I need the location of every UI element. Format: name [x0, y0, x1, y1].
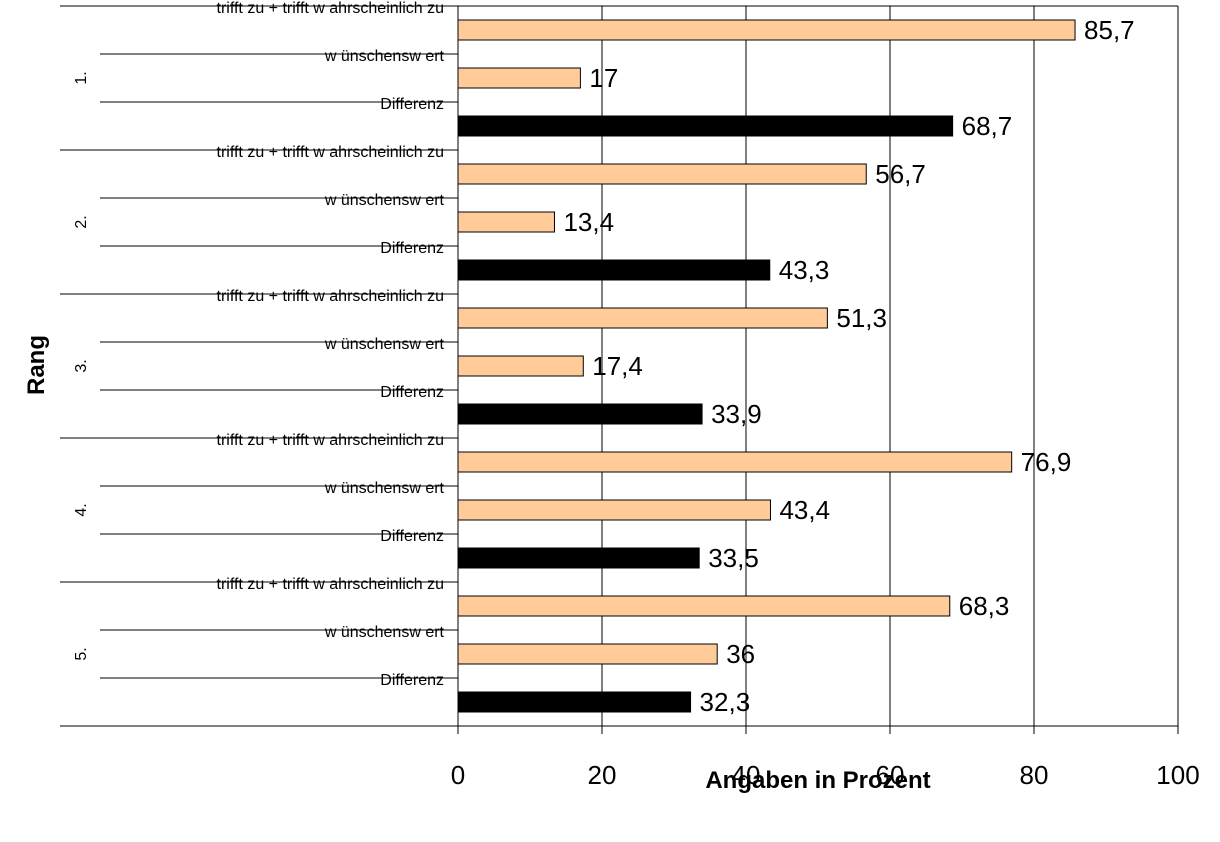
data-label: 17,4	[592, 351, 643, 381]
bar-trifft	[457, 307, 828, 329]
data-label: 33,5	[708, 543, 759, 573]
category-label: Differenz	[380, 672, 444, 689]
bar-differenz	[457, 691, 692, 713]
bar-differenz	[457, 259, 771, 281]
bar-wuenschenswert	[457, 67, 581, 89]
x-axis-title: Angaben in Prozent	[705, 767, 930, 794]
labels-layer: 0 20 40 60 80 100 1. trifft zu + trifft w ahrsc…	[73, 0, 1200, 790]
category-label: trifft zu + trifft w ahrscheinlich zu	[217, 0, 445, 17]
data-label: 68,7	[962, 111, 1013, 141]
data-label: 85,7	[1084, 15, 1135, 45]
data-label: 76,9	[1021, 447, 1072, 477]
data-label: 32,3	[700, 687, 751, 717]
bar-trifft	[457, 163, 867, 185]
group-label: 1.	[73, 71, 90, 84]
bar-wuenschenswert	[457, 499, 771, 521]
data-label: 68,3	[959, 591, 1010, 621]
bar-trifft	[457, 19, 1076, 41]
y-axis-title: Rang	[23, 335, 50, 395]
bar-wuenschenswert	[457, 355, 584, 377]
group-label: 4.	[73, 503, 90, 516]
group-label: 5.	[73, 647, 90, 660]
bar-differenz	[457, 547, 700, 569]
x-tick-label: 0	[451, 760, 465, 790]
x-tick-label: 60	[876, 760, 905, 790]
bar-trifft	[457, 451, 1013, 473]
x-tick-label: 80	[1020, 760, 1049, 790]
bar-differenz	[457, 403, 703, 425]
category-label: trifft zu + trifft w ahrscheinlich zu	[217, 288, 445, 305]
category-label: w ünschensw ert	[324, 480, 445, 497]
data-label: 36	[726, 639, 755, 669]
category-label: w ünschensw ert	[324, 192, 445, 209]
axis-layer	[60, 5, 1179, 734]
bar-differenz	[457, 115, 954, 137]
data-label: 13,4	[563, 207, 614, 237]
bar-wuenschenswert	[457, 211, 555, 233]
category-label: w ünschensw ert	[324, 48, 445, 65]
data-label: 43,3	[779, 255, 830, 285]
category-label: Differenz	[380, 240, 444, 257]
category-label: Differenz	[380, 96, 444, 113]
data-label: 51,3	[836, 303, 887, 333]
group-label: 2.	[73, 215, 90, 228]
category-label: Differenz	[380, 528, 444, 545]
data-label: 17	[589, 63, 618, 93]
x-tick-label: 40	[732, 760, 761, 790]
bar-wuenschenswert	[457, 643, 718, 665]
category-label: trifft zu + trifft w ahrscheinlich zu	[217, 432, 445, 449]
x-tick-label: 20	[588, 760, 617, 790]
bar-trifft	[457, 595, 951, 617]
category-label: trifft zu + trifft w ahrscheinlich zu	[217, 144, 445, 161]
category-label: w ünschensw ert	[324, 336, 445, 353]
category-label: trifft zu + trifft w ahrscheinlich zu	[217, 576, 445, 593]
group-label: 3.	[73, 359, 90, 372]
category-label: w ünschensw ert	[324, 624, 445, 641]
data-label: 33,9	[711, 399, 762, 429]
category-label: Differenz	[380, 384, 444, 401]
data-label: 56,7	[875, 159, 926, 189]
data-label: 43,4	[779, 495, 830, 525]
x-tick-label: 100	[1156, 760, 1199, 790]
